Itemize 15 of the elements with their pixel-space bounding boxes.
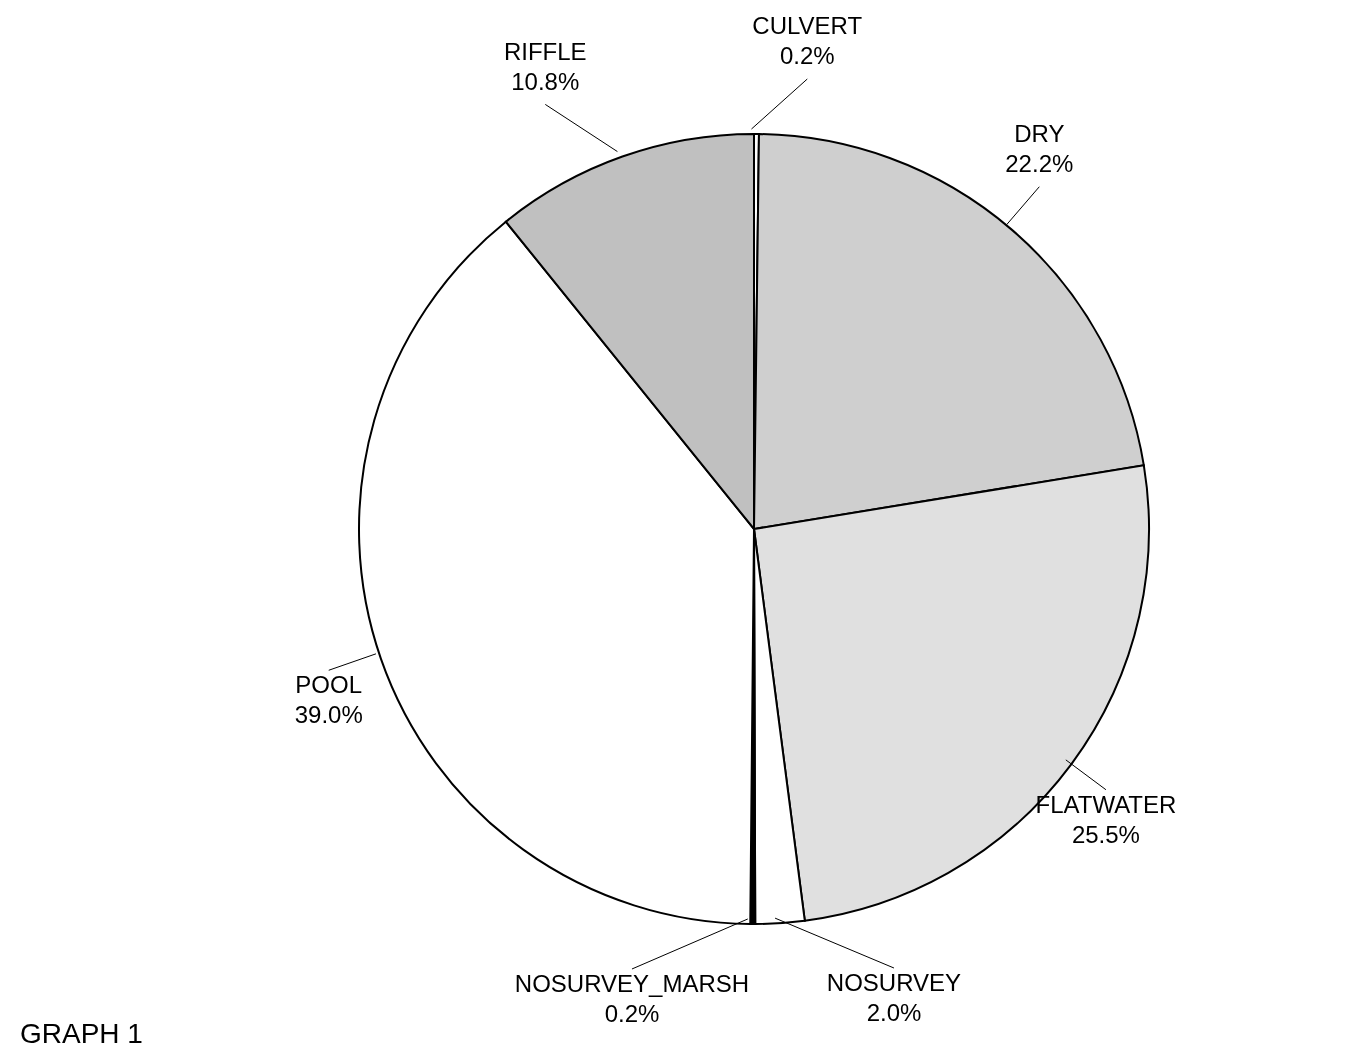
data-label: 0.2%	[604, 1000, 660, 1028]
data-label: 25.5%	[1071, 820, 1140, 848]
slice-label: NOSURVEY_MARSH	[514, 970, 750, 998]
slice-label: NOSURVEY	[826, 969, 962, 997]
data-label: 39.0%	[294, 701, 363, 729]
caption: GRAPH 1	[20, 1018, 143, 1050]
slice-label: CULVERT	[752, 12, 863, 40]
data-label: 22.2%	[1005, 149, 1074, 177]
slice-label: FLATWATER	[1035, 790, 1177, 818]
slice-label: DRY	[1014, 119, 1065, 147]
slice-label: POOL	[295, 671, 363, 699]
data-label: 2.0%	[866, 999, 922, 1027]
data-label: 0.2%	[779, 42, 835, 70]
data-label: 10.8%	[511, 67, 580, 95]
slice-label: RIFFLE	[503, 37, 587, 65]
